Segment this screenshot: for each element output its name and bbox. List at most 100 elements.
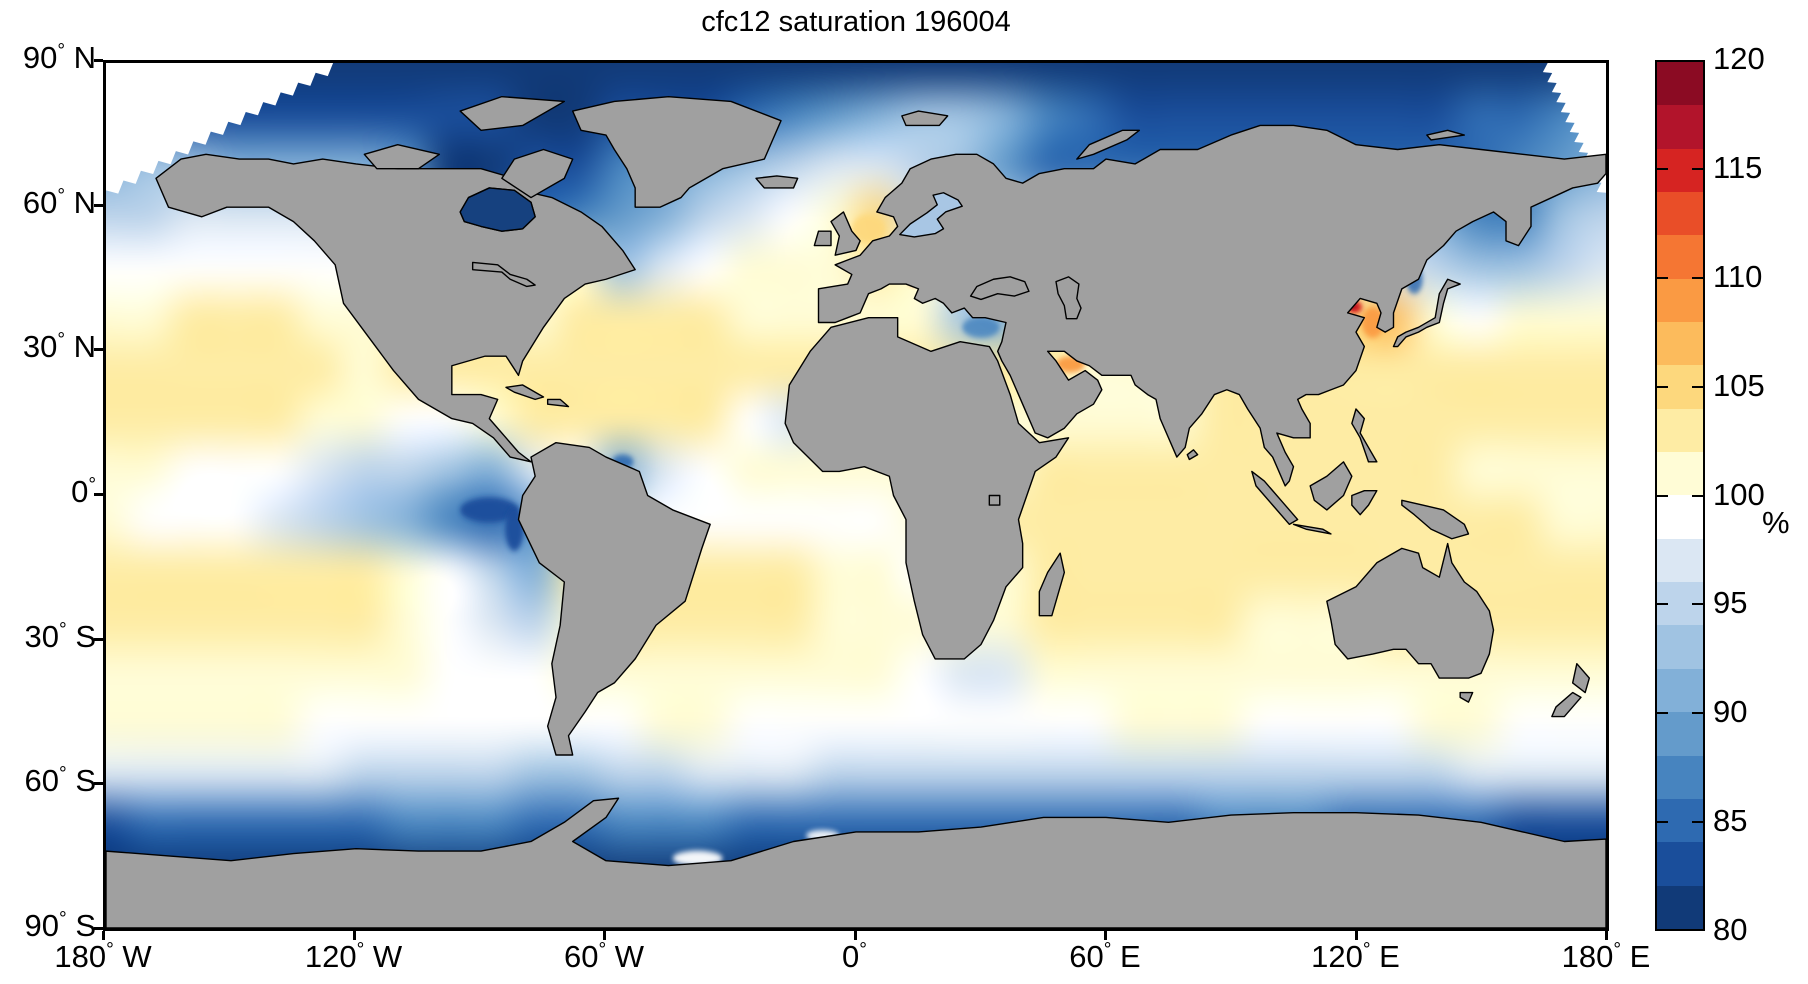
equatorial-pacific-undersaturation-tongue [460,497,519,523]
hudson-bay [460,188,535,231]
y-tick-label-0: 0° [71,474,96,509]
y-tick-label-30S: 30° S [24,618,96,654]
plot-title: cfc12 saturation 196004 [701,6,1011,38]
colorbar-band-84-86 [1657,798,1703,843]
colorbar-tick-label-105: 105 [1713,367,1765,403]
x-tick-label-180W: 180° W [54,939,152,974]
y-tick-label-90S: 90° S [24,908,96,943]
colorbar-tick-mark [1655,494,1668,497]
svalbard [902,111,948,125]
colorbar-tick-label-100: 100 [1713,476,1765,512]
colorbar-band-82-84 [1657,842,1703,886]
y-tick-label-60N: 60° N [22,184,96,220]
colorbar-tick-mark [1655,167,1668,170]
cuba [506,385,544,399]
colorbar-band-116-118 [1657,105,1703,149]
ellesmere-island [460,97,564,131]
colorbar-band-100-102 [1657,452,1703,496]
sri-lanka [1187,450,1197,460]
north-sea-supersaturation [851,214,886,244]
eurasia [819,125,1606,485]
y-tick-label-60S: 60° S [24,763,96,799]
y-axis-tick [94,493,103,496]
colorbar-tick-label-80: 80 [1713,912,1748,947]
victoria-island [364,145,439,169]
new-zealand-south [1552,693,1581,717]
x-tick-label-120W: 120° W [304,939,403,974]
new-zealand-north [1573,664,1590,693]
colorbar-tick-label-85: 85 [1713,803,1748,839]
colorbar-band-80-82 [1657,885,1703,929]
sulawesi [1352,491,1377,515]
great-lakes-masked [473,262,535,286]
x-axis-tick [352,931,356,940]
y-axis-tick [94,348,103,352]
colorbar-band-118-120 [1657,62,1703,106]
x-tick-label-60E: 60° E [1069,939,1141,974]
australia [1327,544,1494,679]
hispaniola [548,399,569,406]
colorbar-tick-mark [1655,276,1668,279]
japan [1394,279,1461,346]
x-axis-tick [1104,931,1107,940]
x-axis-tick [1354,931,1358,940]
antarctica [106,798,1606,928]
yellow-sea-supersaturation [1361,307,1384,338]
ireland [814,231,831,245]
novaya-zemlya [1077,130,1140,159]
colorbar-tick-mark [1692,603,1705,606]
x-tick-label-60W: 60° W [563,939,645,974]
x-axis-tick [853,931,857,940]
colorbar-tick-mark [1692,494,1705,497]
x-axis-tick [1605,931,1608,940]
colorbar-tick-label-110: 110 [1713,258,1763,294]
y-tick-label-90N: 90° N [22,40,96,75]
colorbar-band-96-98 [1657,538,1703,583]
y-axis-tick [94,927,103,930]
great-britain [831,212,860,255]
x-tick-label-180E: 180° E [1561,939,1651,974]
colorbar-tick-mark [1692,712,1705,715]
borneo [1310,462,1352,510]
caspian-sea-masked [1056,277,1081,319]
colorbar-band-114-116 [1657,148,1703,193]
philippines [1352,409,1377,462]
colorbar-tick-mark [1655,385,1668,388]
east-mediterranean-undersaturation [962,316,1000,338]
x-tick-label-0: 0° [842,939,867,974]
colorbar-tick-label-90: 90 [1713,694,1748,730]
world-land-overlay [106,63,1606,928]
colorbar-band-86-88 [1657,755,1703,799]
madagascar [1039,553,1064,615]
y-axis-tick [94,637,103,641]
iceland [756,176,798,188]
x-axis-tick [603,931,606,940]
colorbar-band-98-100 [1657,495,1703,539]
y-axis-tick [94,203,103,207]
colorbar-band-92-94 [1657,625,1703,669]
colorbar-band-106-108 [1657,322,1703,366]
baltic-sea [900,193,963,237]
africa [785,318,1068,659]
y-tick-label-30N: 30° N [22,329,96,365]
lake-victoria-masked [989,496,999,506]
colorbar-band-102-104 [1657,408,1703,453]
colorbar-band-90-92 [1657,668,1703,713]
y-axis-tick [94,59,103,62]
colorbar-tick-mark [1692,167,1705,170]
map-plot-area [103,60,1609,931]
colorbar-band-112-114 [1657,192,1703,236]
colorbar-unit-label: % [1762,505,1790,540]
colorbar-tick-mark [1655,712,1668,715]
colorbar-tick-mark [1655,603,1668,606]
colorbar-tick-mark [1692,821,1705,824]
colorbar-tick-mark [1655,821,1668,824]
new-siberian-islands [1427,130,1465,140]
colorbar-band-108-110 [1657,278,1703,323]
greenland [573,97,781,208]
x-tick-label-120E: 120° E [1311,939,1400,974]
colorbar-tick-mark [1692,276,1705,279]
colorbar-band-110-112 [1657,235,1703,279]
colorbar-tick-label-115: 115 [1713,149,1763,185]
